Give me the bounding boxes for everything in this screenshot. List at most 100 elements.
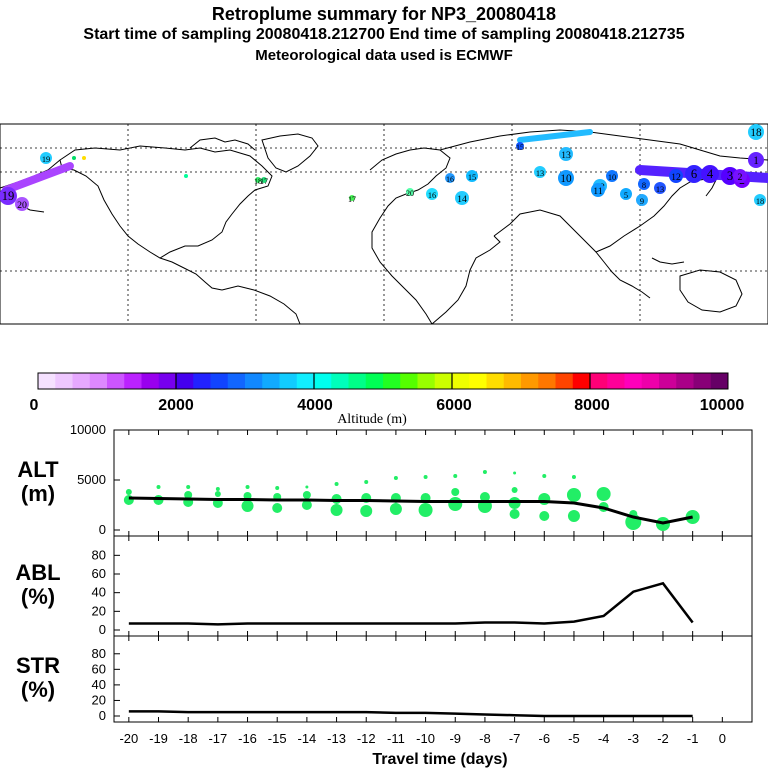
x-tick-label: -18 — [179, 731, 198, 746]
figure-title: Retroplume summary for NP3_20080418 — [211, 4, 557, 24]
colorbar-cell — [659, 373, 677, 389]
altitude-dot — [479, 492, 490, 502]
colorbar-cell — [331, 373, 349, 389]
plume-marker-label: 17 — [260, 177, 268, 186]
x-tick-label: -7 — [509, 731, 521, 746]
plume-marker-dot — [748, 124, 764, 140]
plume-marker: 18 — [748, 124, 764, 140]
panel-alt: ALT(m) 0 5000 10000 — [17, 422, 753, 537]
altitude-dot — [513, 471, 517, 475]
y-tick-label: 60 — [92, 566, 106, 581]
x-axis-label: Travel time (days) — [372, 751, 507, 768]
plume-marker: 11 — [591, 183, 605, 197]
colorbar-cell — [314, 373, 332, 389]
plume-marker-dot — [638, 178, 650, 190]
x-tick-label: -19 — [149, 731, 168, 746]
altitude-dot — [245, 485, 250, 489]
x-tick-label: -9 — [449, 731, 461, 746]
x-tick-label: -10 — [416, 731, 435, 746]
colorbar-tick-label: 8000 — [574, 397, 610, 414]
colorbar-cell — [417, 373, 436, 389]
panel-ylabel: (%) — [21, 677, 55, 702]
panel-frame — [113, 635, 753, 723]
y-tick-label: 5000 — [77, 472, 106, 487]
plume-marker-label: 15 — [468, 173, 476, 182]
plume-marker: 17 — [348, 195, 356, 204]
x-tick-label: -5 — [568, 731, 580, 746]
plume-marker-label: 2 — [738, 172, 743, 183]
plume-trail — [2, 162, 74, 194]
plume-marker-label: 8 — [642, 181, 646, 190]
colorbar-cell — [607, 373, 625, 389]
colorbar-tick-label: 0 — [30, 397, 39, 414]
plume-marker: 20 — [406, 188, 414, 198]
colorbar-cell — [262, 373, 280, 389]
plume-marker-dot — [559, 147, 573, 161]
plume-marker — [72, 156, 76, 160]
plume-marker-label: 19 — [2, 189, 15, 203]
x-tick-label: -16 — [238, 731, 257, 746]
altitude-dot — [305, 485, 309, 489]
colorbar-cell — [555, 373, 574, 389]
plume-marker: 6 — [685, 165, 703, 183]
altitude-colorbar: 0 2000 4000 6000 8000 10000 Altitude (m) — [30, 372, 744, 427]
altitude-dot — [423, 475, 428, 479]
panel-ylabel: (m) — [21, 481, 55, 506]
plume-marker-dot — [558, 170, 574, 186]
plume-marker-label: 5 — [624, 191, 628, 200]
plume-marker: 2 — [733, 169, 747, 183]
altitude-dot — [334, 482, 339, 486]
plume-marker-label: 10 — [560, 173, 572, 185]
colorbar-cell — [503, 373, 522, 389]
plume-marker: 15 — [516, 142, 524, 152]
y-tick-label: 0 — [99, 622, 106, 637]
y-tick-label: 20 — [92, 692, 106, 707]
plume-marker-label: 12 — [671, 172, 681, 183]
x-tick-label: -17 — [208, 731, 227, 746]
x-tick-label: -6 — [538, 731, 550, 746]
plume-marker-dot — [636, 194, 648, 206]
plume-marker: 9 — [636, 194, 648, 206]
colorbar-cell — [469, 373, 487, 389]
plume-marker-dot — [669, 169, 683, 183]
plume-marker-label: 14 — [457, 194, 467, 205]
altitude-dot — [360, 505, 373, 517]
colorbar-cell — [452, 373, 470, 389]
altitude-dot — [393, 476, 398, 480]
altitude-dot — [453, 474, 458, 478]
plume-marker: 15 — [466, 170, 478, 182]
y-tick-label: 0 — [99, 708, 106, 723]
x-tick-label: -2 — [657, 731, 669, 746]
plume-marker-label: 20 — [406, 189, 414, 198]
plume-trail — [517, 129, 593, 143]
sampling-time-subtitle: Start time of sampling 20080418.212700 E… — [83, 26, 685, 43]
colorbar-label: Altitude (m) — [337, 412, 407, 427]
plume-marker: 1 — [748, 152, 764, 168]
plume-marker: 14 — [455, 191, 469, 205]
plume-marker: 4 — [701, 165, 719, 183]
plume-marker: 10 — [558, 170, 574, 186]
plume-marker-dot — [534, 166, 546, 178]
plume-marker-dot — [184, 174, 188, 178]
altitude-dot — [571, 475, 576, 479]
plume-marker-dot — [0, 187, 17, 205]
colorbar-cell — [641, 373, 660, 389]
plume-marker: 17 — [260, 177, 268, 186]
colorbar-cell — [572, 373, 591, 389]
plume-marker — [184, 174, 188, 178]
x-tick-label: -11 — [387, 731, 405, 746]
x-tick-label: -12 — [357, 731, 376, 746]
altitude-dot — [214, 491, 221, 497]
x-tick-label: -14 — [297, 731, 316, 746]
plume-marker — [82, 156, 86, 160]
y-tick-label: 20 — [92, 603, 106, 618]
colorbar-frame — [37, 372, 729, 390]
colorbar-cell — [365, 373, 384, 389]
plume-markers: 1920191817172016161514151313101251110981… — [0, 124, 768, 211]
plume-marker-dot — [40, 152, 52, 164]
colorbar-cell — [55, 373, 73, 389]
altitude-dot — [567, 510, 580, 522]
panel-ylabel: ALT — [17, 457, 59, 482]
x-axis: -20 -19 -18 -17 -16 -15 -14 -13 -12 -11 -10 -9 -8 -7-… — [119, 731, 726, 768]
